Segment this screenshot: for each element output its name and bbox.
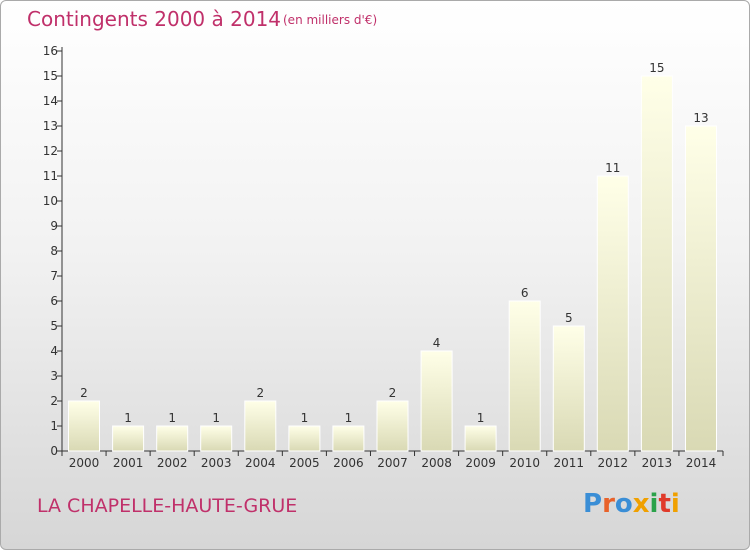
y-tick-label: 5 [50, 319, 58, 333]
bar-value-label: 15 [649, 61, 664, 75]
bar-value-label: 5 [565, 311, 573, 325]
y-tick-label: 3 [50, 369, 58, 383]
bar [200, 425, 233, 452]
bar [376, 400, 409, 452]
y-tick-label: 15 [43, 69, 58, 83]
bar [156, 425, 189, 452]
logo-letter: i [670, 489, 680, 519]
bar-value-label: 2 [256, 386, 264, 400]
logo-letter: o [614, 489, 633, 519]
bar [244, 400, 277, 452]
bar-value-label: 2 [80, 386, 88, 400]
bar-value-label: 2 [389, 386, 397, 400]
bar-value-label: 1 [212, 411, 220, 425]
proxiti-logo[interactable]: Proxiti [583, 489, 680, 519]
bar-value-label: 1 [124, 411, 132, 425]
y-tick-label: 10 [43, 194, 58, 208]
bar [508, 300, 541, 452]
bar [112, 425, 145, 452]
commune-name: LA CHAPELLE-HAUTE-GRUE [37, 495, 298, 517]
x-tick-label: 2013 [642, 456, 673, 470]
y-tick-label: 9 [50, 219, 58, 233]
x-tick-label: 2001 [113, 456, 144, 470]
labels: 0123456789101112131415162200012001120021… [43, 44, 717, 470]
bar [420, 350, 453, 452]
bar-value-label: 1 [477, 411, 485, 425]
y-tick-label: 6 [50, 294, 58, 308]
x-tick-label: 2004 [245, 456, 276, 470]
y-tick-label: 13 [43, 119, 58, 133]
y-tick-label: 14 [43, 94, 58, 108]
bar [332, 425, 365, 452]
y-tick-label: 16 [43, 44, 58, 58]
chart-title: Contingents 2000 à 2014 [27, 7, 282, 31]
bar [596, 175, 629, 452]
bar-value-label: 1 [168, 411, 176, 425]
x-tick-label: 2000 [69, 456, 100, 470]
x-tick-label: 2003 [201, 456, 232, 470]
bar [552, 325, 585, 452]
x-tick-label: 2002 [157, 456, 188, 470]
logo-letter: r [602, 489, 615, 519]
y-tick-label: 12 [43, 144, 58, 158]
chart-unit: (en milliers d'€) [283, 13, 378, 27]
y-tick-label: 0 [50, 444, 58, 458]
x-tick-label: 2011 [554, 456, 585, 470]
logo-letter: x [632, 489, 650, 519]
x-tick-label: 2006 [333, 456, 364, 470]
x-tick-label: 2008 [421, 456, 452, 470]
y-tick-label: 2 [50, 394, 58, 408]
bar-value-label: 13 [693, 111, 708, 125]
bar-value-label: 1 [301, 411, 309, 425]
x-tick-label: 2010 [509, 456, 540, 470]
x-tick-label: 2005 [289, 456, 320, 470]
bars [68, 75, 717, 452]
y-tick-label: 8 [50, 244, 58, 258]
bar [288, 425, 321, 452]
bar-value-label: 1 [345, 411, 353, 425]
y-tick-label: 7 [50, 269, 58, 283]
y-tick-label: 11 [43, 169, 58, 183]
bar-value-label: 6 [521, 286, 529, 300]
bar [640, 75, 673, 452]
x-tick-label: 2012 [598, 456, 629, 470]
logo-letter: i [649, 489, 659, 519]
logo-letter: P [583, 489, 603, 519]
x-tick-label: 2009 [465, 456, 496, 470]
bar [685, 125, 717, 452]
bar [68, 400, 100, 452]
y-tick-label: 1 [50, 419, 58, 433]
x-tick-label: 2007 [377, 456, 408, 470]
bar-value-label: 4 [433, 336, 441, 350]
logo-letter: t [658, 489, 671, 519]
x-tick-label: 2014 [686, 456, 717, 470]
bar [464, 425, 497, 452]
bar-value-label: 11 [605, 161, 620, 175]
y-tick-label: 4 [50, 344, 58, 358]
